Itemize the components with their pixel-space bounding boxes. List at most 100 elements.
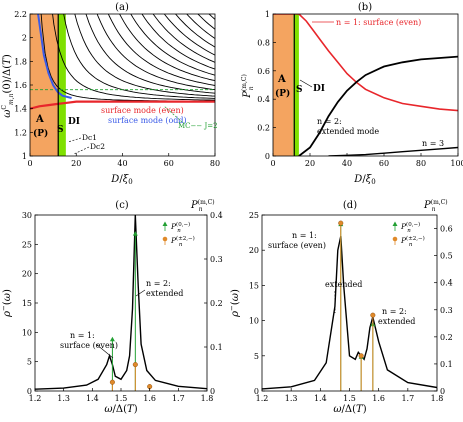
d-xtick-label: 1.2: [256, 394, 269, 403]
panel-d-legend: P(0,−) nP(±2,−) n: [392, 221, 425, 248]
c-ytick-label: 10: [22, 328, 32, 337]
d-ytick-label: 0: [254, 387, 259, 396]
panel-c-legend-0: P(0,−) n: [170, 221, 190, 234]
b-ytick-label: 0.2: [257, 124, 270, 133]
panel-b-region: [273, 14, 294, 156]
panel-b-n2-label-a: n = 2:: [317, 117, 342, 126]
d-ytick-label: 5: [254, 352, 259, 361]
a-xtick-label: 60: [164, 159, 174, 168]
b-xtick-label: 20: [305, 159, 315, 168]
d-xtick-label: 1.8: [431, 394, 444, 403]
b-xtick-label: 80: [416, 159, 426, 168]
panel-c-n2-b: extended: [146, 289, 183, 298]
c-xtick-label: 1.5: [115, 394, 128, 403]
panel-b-region-DI: DI: [313, 84, 325, 94]
panel-a-ylabel: ωCm,n(0)/Δ(T): [1, 54, 15, 118]
panel-c-stem-marker-circle: [109, 379, 115, 385]
panel-d-label: (d): [343, 200, 357, 211]
d-ytick-label: 20: [249, 246, 259, 255]
d-ytick-label: 10: [249, 317, 259, 326]
panel-b-di-arrow: [299, 79, 313, 88]
panel-d-n2-b: extended: [378, 317, 415, 326]
panel-b-frame: [272, 13, 459, 157]
panel-a-xlabel: D/ξ0: [110, 174, 132, 186]
panel-b-n3-line: [328, 146, 458, 156]
panel-d-legend-circle-icon: [392, 236, 398, 242]
c-xtick-label: 1.7: [172, 394, 185, 403]
panel-c-n2-arrow: [135, 289, 146, 297]
panel-a-dc2-arrow: [73, 146, 90, 155]
panel-a-region-A: A: [35, 114, 44, 125]
panel-d-stem-marker-circle: [358, 353, 364, 359]
panel-a-even-label: surface mode (even): [101, 106, 184, 115]
a-ytick-label: 1: [22, 152, 27, 161]
c-ytick-right-label: 0.4: [210, 211, 223, 220]
d-ytick-right-label: 0.1: [440, 360, 453, 369]
panel-a-extended-curve: [52, 14, 215, 101]
panel-a-extended-curve: [152, 14, 215, 63]
d-xtick-label: 1.7: [401, 394, 414, 403]
a-ytick-label: 1.4: [14, 105, 27, 114]
panel-a-extended-curve: [74, 14, 215, 97]
panel-d-stem-marker-circle: [370, 312, 376, 318]
panel-b-ylabel: P(m,C)n: [241, 74, 255, 99]
panel-a-odd-line: [37, 14, 72, 99]
panel-b-region-S: S: [296, 85, 303, 95]
panel-c-stem-marker-triangle: [132, 231, 138, 236]
panel-b-n3-label: n = 3: [422, 139, 444, 148]
panel-b-region: [293, 14, 299, 156]
panel-d-n1-a: n = 1:: [292, 231, 317, 240]
panel-b-label: (b): [358, 2, 372, 13]
panel-d-rho-line: [262, 235, 437, 390]
panel-c: (c) P(m,C) n 1.2 1.3 1.4 1.5 1.6 1.7 1.80510152…: [0, 199, 223, 415]
panel-c-legend-triangle-icon: [162, 221, 168, 226]
panel-d-ext: extended: [325, 280, 362, 289]
panel-d-ylabel-right: P(m,C) n: [423, 199, 448, 213]
d-xtick-label: 1.5: [343, 394, 356, 403]
a-ytick-label: 2.2: [14, 10, 27, 19]
panel-c-legend-circle-icon: [162, 236, 168, 242]
panel-d-n2-a: n = 2:: [382, 307, 407, 316]
b-xtick-label: 0: [270, 159, 275, 168]
c-ytick-label: 20: [22, 270, 32, 279]
d-ytick-right-label: 0.5: [440, 252, 453, 261]
panel-d-xlabel: ω/Δ(T): [333, 404, 366, 415]
panel-a: (a) 0 20 40 60 80 1 1.2 1.4 1.6 1.8 2 2.2 A (P) S D…: [1, 2, 220, 186]
panel-b-region-P: (P): [275, 88, 290, 99]
d-xtick-label: 1.3: [285, 394, 298, 403]
b-xtick-label: 40: [342, 159, 352, 168]
panel-d-legend-2: P(±2,−) n: [400, 235, 425, 248]
panel-b-n1-label: n = 1: surface (even): [336, 18, 421, 27]
panel-c-legend-2: P(±2,−) n: [170, 235, 195, 248]
a-xtick-label: 40: [117, 159, 127, 168]
d-ytick-right-label: 0.6: [440, 225, 453, 234]
panel-a-extended-curve: [119, 14, 215, 82]
panel-d: (d) P(m,C) n 1.2 1.3 1.4 1.5 1.6 1.7 1.80510152…: [228, 199, 453, 415]
c-xtick-label: 1.3: [57, 394, 70, 403]
panel-a-dc1-arrow: [67, 137, 82, 143]
panel-c-stem-marker-triangle: [109, 336, 115, 342]
a-ytick-label: 1.2: [14, 128, 27, 137]
c-xtick-label: 1.2: [29, 394, 42, 403]
panel-a-extended-curve: [63, 14, 215, 99]
panel-a-odd-label: surface mode (odd): [108, 116, 187, 125]
d-ytick-label: 15: [249, 281, 259, 290]
panel-d-legend-0: P(0,−) n: [400, 221, 420, 234]
panel-d-ylabel: ρ−(ω): [228, 289, 241, 318]
panel-a-extended-curve: [163, 14, 215, 56]
c-ytick-label: 30: [22, 211, 32, 220]
b-ytick-label: 0.4: [257, 95, 270, 104]
panel-c-legend: P(0,−) nP(±2,−) n: [162, 221, 195, 248]
b-ytick-label: 0.6: [257, 67, 270, 76]
panel-b-region-A: A: [277, 74, 286, 85]
panel-a-region-DI: DI: [68, 117, 80, 127]
panel-c-ylabel-right: P(m,C) n: [190, 199, 215, 213]
a-ytick-label: 2: [22, 34, 27, 43]
c-xtick-label: 1.8: [201, 394, 214, 403]
panel-c-n2-a: n = 2:: [146, 279, 171, 288]
b-ytick-label: 0.8: [257, 38, 270, 47]
d-ytick-right-label: 0.2: [440, 333, 453, 342]
a-ytick-label: 1.8: [14, 57, 27, 66]
panel-a-extended-curve: [174, 14, 215, 48]
